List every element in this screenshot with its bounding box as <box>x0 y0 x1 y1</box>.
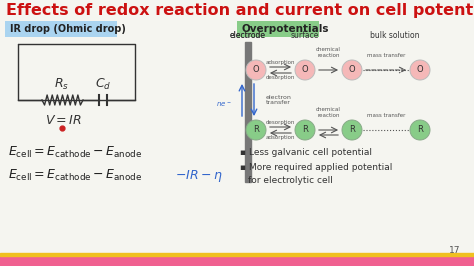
Text: adsorption: adsorption <box>266 135 295 140</box>
Text: Effects of redox reaction and current on cell potential: Effects of redox reaction and current on… <box>6 3 474 18</box>
Text: O: O <box>253 65 259 74</box>
Text: desorption: desorption <box>266 120 295 125</box>
Text: ▪ Less galvanic cell potential: ▪ Less galvanic cell potential <box>240 148 372 157</box>
Text: electrode: electrode <box>230 31 266 40</box>
Text: $V = IR$: $V = IR$ <box>45 114 82 127</box>
Text: chemical
reaction: chemical reaction <box>316 47 341 58</box>
Text: adsorption: adsorption <box>266 60 295 65</box>
Text: electron
transfer: electron transfer <box>266 95 292 105</box>
FancyBboxPatch shape <box>5 21 117 37</box>
Text: $E_{\mathrm{cell}} = E_{\mathrm{cathode}} - E_{\mathrm{anode}}$: $E_{\mathrm{cell}} = E_{\mathrm{cathode}… <box>8 168 142 183</box>
Text: $R_s$: $R_s$ <box>55 77 70 92</box>
Circle shape <box>295 120 315 140</box>
Circle shape <box>246 60 266 80</box>
Text: R: R <box>302 126 308 135</box>
Bar <box>0 253 474 256</box>
Circle shape <box>342 120 362 140</box>
Circle shape <box>342 60 362 80</box>
Text: Overpotentials: Overpotentials <box>242 24 329 34</box>
Text: bulk solution: bulk solution <box>370 31 420 40</box>
Bar <box>245 42 251 182</box>
Text: mass transfer: mass transfer <box>367 53 405 58</box>
Text: O: O <box>349 65 356 74</box>
Text: IR drop (Ohmic drop): IR drop (Ohmic drop) <box>10 24 126 34</box>
Text: $- IR - \eta$: $- IR - \eta$ <box>175 168 223 184</box>
FancyBboxPatch shape <box>237 21 319 37</box>
Text: surface: surface <box>291 31 319 40</box>
Bar <box>0 256 474 266</box>
Text: 17: 17 <box>448 246 460 255</box>
Text: R: R <box>253 126 259 135</box>
Text: $E_{\mathrm{cell}} = E_{\mathrm{cathode}} - E_{\mathrm{anode}}$: $E_{\mathrm{cell}} = E_{\mathrm{cathode}… <box>8 145 142 160</box>
Text: $ne^-$: $ne^-$ <box>217 101 232 109</box>
Text: electrode: electrode <box>230 31 266 40</box>
Text: $C_d$: $C_d$ <box>95 77 111 92</box>
Circle shape <box>410 120 430 140</box>
Text: chemical
reaction: chemical reaction <box>316 107 341 118</box>
Circle shape <box>295 60 315 80</box>
Text: for electrolytic cell: for electrolytic cell <box>248 176 333 185</box>
Text: O: O <box>417 65 423 74</box>
Circle shape <box>410 60 430 80</box>
Text: ▪ More required applied potential: ▪ More required applied potential <box>240 163 392 172</box>
Circle shape <box>246 120 266 140</box>
Text: O: O <box>301 65 308 74</box>
Text: R: R <box>417 126 423 135</box>
Text: R: R <box>349 126 355 135</box>
Text: mass transfer: mass transfer <box>367 113 405 118</box>
Text: desorption: desorption <box>266 75 295 80</box>
